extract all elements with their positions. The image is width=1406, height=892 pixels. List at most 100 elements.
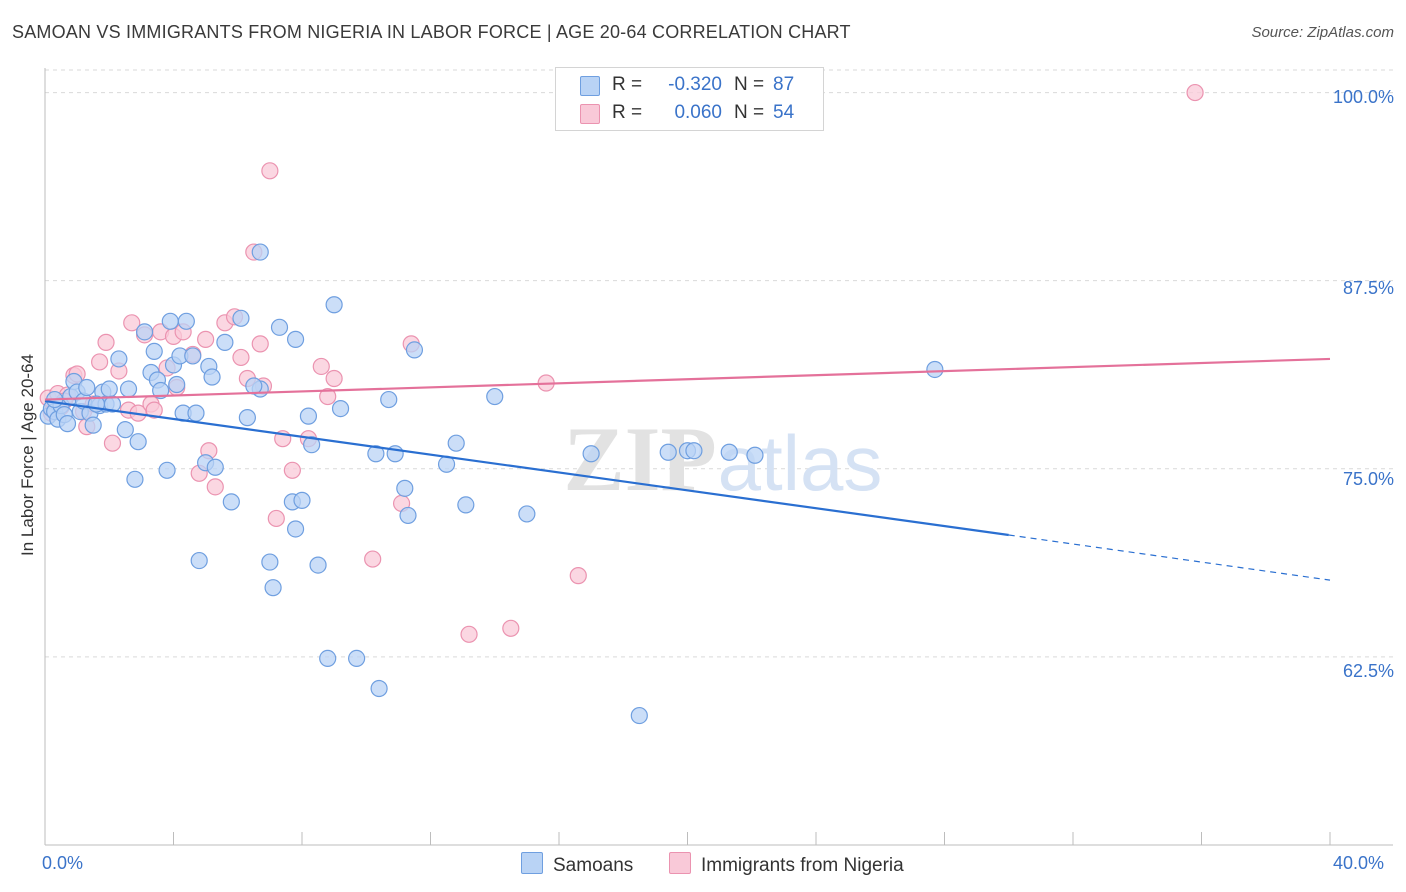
samoans-swatch [580,76,600,96]
nigeria-point [251,335,269,353]
nigeria-point [123,314,141,332]
samoans-point [261,553,279,571]
samoans-point [303,436,321,454]
chart-title: SAMOAN VS IMMIGRANTS FROM NIGERIA IN LAB… [12,22,851,42]
samoans-point [447,434,465,452]
samoans-point [309,556,327,574]
nigeria-r-label: R = [612,102,643,123]
nigeria-point [460,625,478,643]
y-tick-label: 100.0% [1332,87,1394,107]
samoans-trend-extension [1008,534,1331,581]
samoans-point [325,296,343,314]
samoans-point [78,378,96,397]
x-tick-label: 0.0% [42,853,84,873]
samoans-legend-swatch [521,852,543,874]
nigeria-point [197,330,215,348]
nigeria-legend-swatch [669,852,691,874]
samoans-point [518,505,536,523]
nigeria-point [283,461,301,479]
samoans-point [926,360,944,379]
samoans-point [168,375,186,394]
samoans-point [203,368,221,386]
samoans-point [486,387,504,406]
samoans-point [190,551,208,570]
nigeria-point [232,348,250,367]
nigeria-point [261,162,279,180]
samoans-point [187,404,205,422]
samoans-point [286,330,305,348]
nigeria-r-value: 0.060 [674,102,722,123]
nigeria-point [267,509,285,528]
nigeria-legend-label: Immigrants from Nigeria [701,855,904,876]
samoans-point [58,415,77,433]
samoans-point [746,446,764,464]
samoans-point [232,309,250,327]
samoans-point [370,679,388,698]
samoans-point [129,433,147,451]
samoans-point [126,470,144,488]
samoans-point [145,342,163,361]
nigeria-point [312,357,330,376]
samoans-point [110,350,128,368]
chart-source: Source: ZipAtlas.com [1251,24,1394,41]
nigeria-point [103,434,122,452]
legend-item-nigeria: Immigrants from Nigeria [669,852,904,877]
samoans-point [116,421,134,439]
nigeria-point [502,619,520,637]
samoans-point [630,706,648,725]
samoans-point [331,399,350,418]
samoans-point [245,377,263,395]
samoans-point [286,520,305,538]
samoans-point [405,341,424,359]
samoans-point [222,493,240,511]
samoans-point [152,381,170,400]
samoans-trend-line [44,399,1009,537]
y-tick-label: 75.0% [1342,469,1394,489]
samoans-point [659,443,677,461]
samoans-point [720,443,738,461]
samoans-point [319,649,337,667]
y-axis-label: In Labor Force | Age 20-64 [18,354,37,556]
samoans-point [685,442,703,460]
nigeria-point [206,478,224,496]
nigeria-point [364,550,382,568]
nigeria-point [97,333,115,351]
samoans-r-value: -0.320 [668,74,722,95]
nigeria-n-value: 54 [773,102,795,123]
samoans-point [399,506,417,525]
nigeria-point [319,387,337,406]
samoans-point [264,579,282,597]
samoans-point [84,416,102,434]
samoans-r-label: R = [612,74,643,95]
samoans-point [184,347,202,365]
stats-legend: R = -0.320 N = 87 R = 0.060 N = 54 [555,67,824,131]
samoans-point [348,649,366,667]
samoans-legend-label: Samoans [553,855,634,876]
nigeria-point [325,369,343,388]
samoans-point [457,496,475,514]
samoans-point [582,445,600,463]
y-tick-label: 62.5% [1342,661,1394,681]
nigeria-n-label: N = [734,102,765,123]
samoans-point [396,479,414,497]
x-tick-label: 40.0% [1333,853,1385,873]
watermark-atlas: atlas [718,419,883,507]
legend-item-samoans: Samoans [521,852,633,877]
samoans-point [161,312,179,330]
nigeria-swatch [580,104,600,124]
nigeria-point [569,567,587,585]
samoans-point [177,312,195,330]
nigeria-point [91,353,109,371]
samoans-n-label: N = [734,74,765,95]
samoans-point [367,445,385,463]
samoans-point [380,390,398,409]
samoans-point [119,380,138,398]
nigeria-point [145,401,163,419]
samoans-point [206,458,224,476]
samoans-point [293,491,311,509]
samoans-point [238,409,256,427]
y-tick-label: 87.5% [1342,278,1394,298]
samoans-point [216,333,234,351]
samoans-point [100,380,118,398]
